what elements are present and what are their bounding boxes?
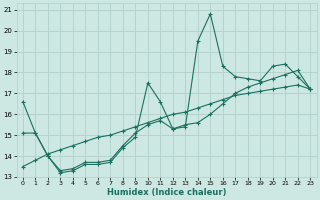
X-axis label: Humidex (Indice chaleur): Humidex (Indice chaleur) xyxy=(107,188,226,197)
